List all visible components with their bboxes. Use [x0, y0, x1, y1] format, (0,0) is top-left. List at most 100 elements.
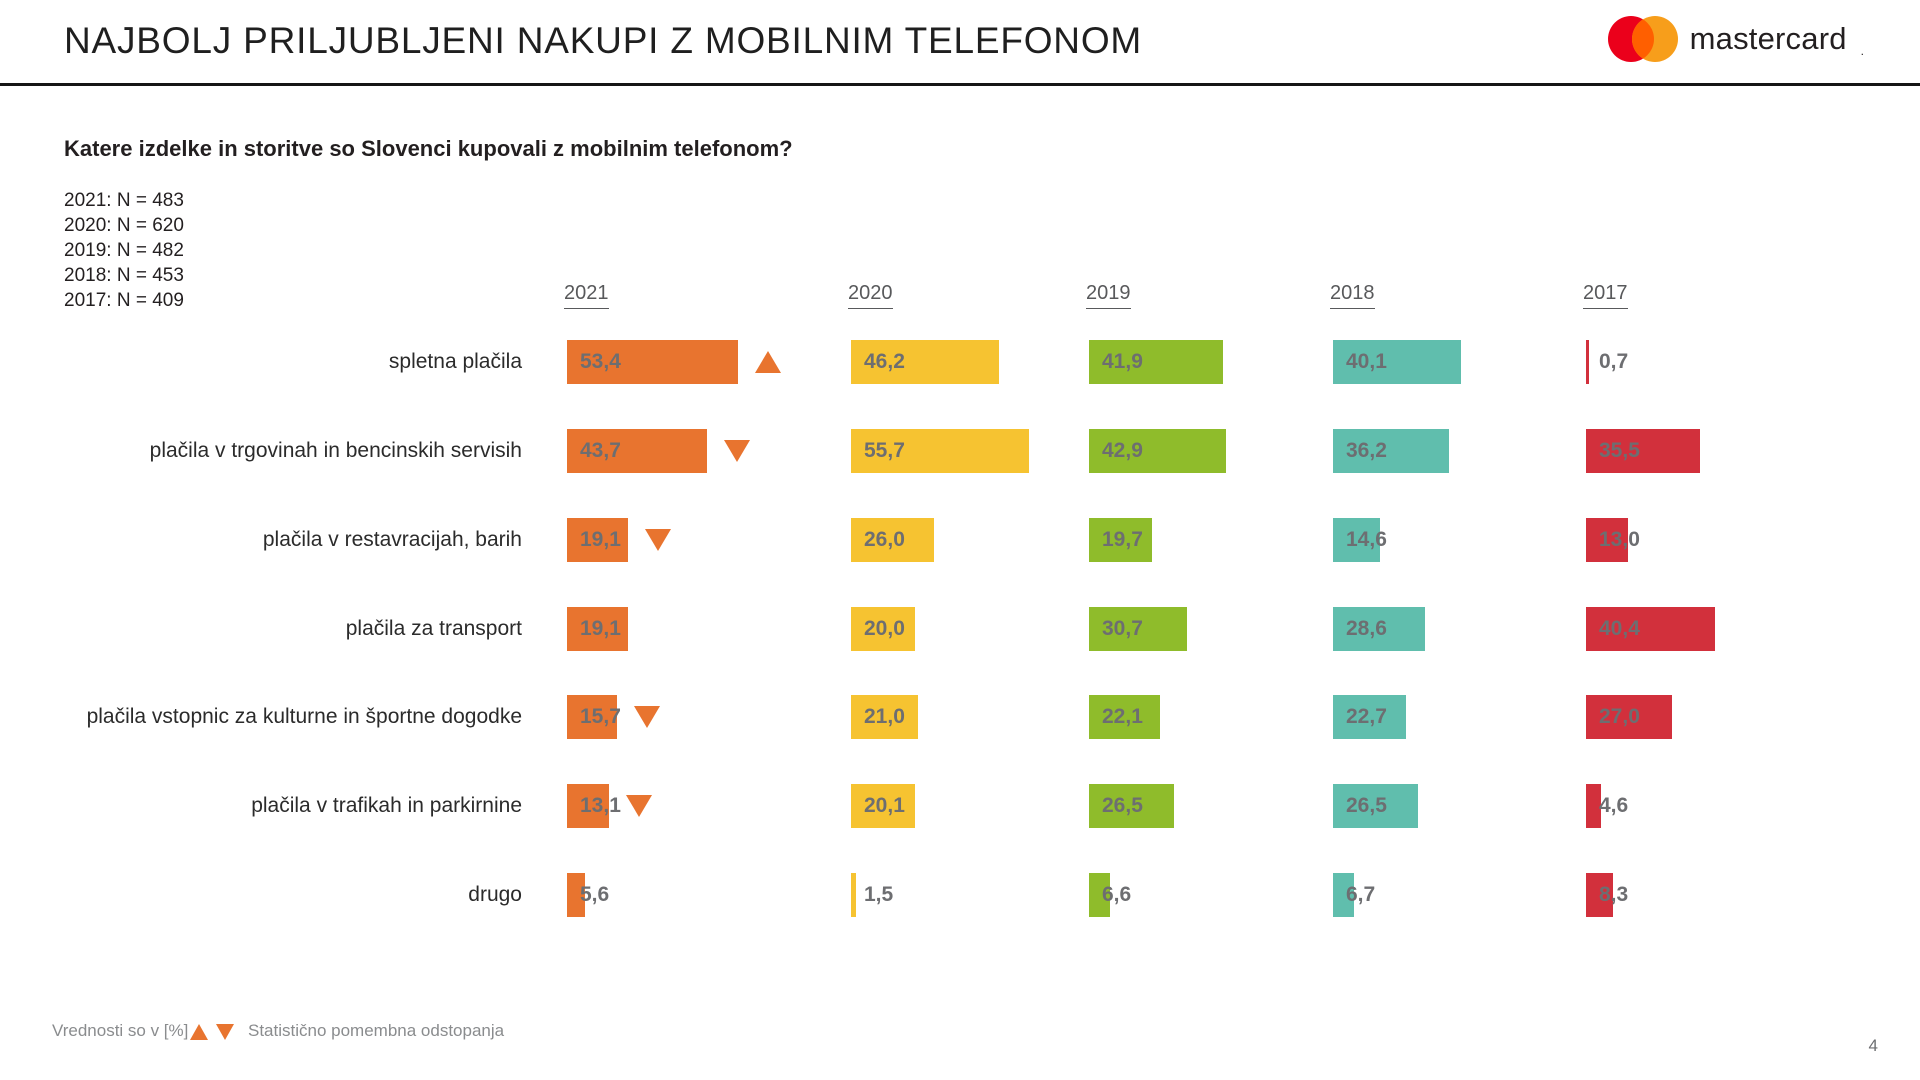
bar — [1333, 340, 1461, 384]
bar-value: 6,6 — [1102, 883, 1132, 906]
bar-value: 0,7 — [1599, 350, 1629, 373]
significance-legend: Statistično pomembna odstopanja — [248, 1021, 505, 1040]
mastercard-wordmark: mastercard — [1689, 21, 1847, 56]
bar-value: 28,6 — [1346, 617, 1387, 640]
down-arrow-icon — [216, 1024, 234, 1040]
mastercard-trademark-dot: . — [1860, 44, 1864, 58]
row-label: plačila za transport — [345, 617, 522, 640]
bar — [1333, 518, 1380, 562]
significance-down-arrow-icon — [724, 440, 750, 462]
bar — [1089, 784, 1174, 828]
bar-value: 5,6 — [580, 883, 610, 906]
bar-value: 26,5 — [1102, 794, 1143, 817]
chart-question: Katere izdelke in storitve so Slovenci k… — [64, 136, 793, 161]
sample-size-2020: 2020: N = 620 — [64, 215, 184, 236]
bar-value: 41,9 — [1102, 350, 1143, 373]
bar-value: 6,7 — [1346, 883, 1376, 906]
bar — [1586, 695, 1672, 739]
significance-down-arrow-icon — [645, 529, 671, 551]
year-header-2021: 2021 — [564, 282, 609, 309]
bar-value: 26,5 — [1346, 794, 1387, 817]
significance-down-arrow-icon — [634, 706, 660, 728]
bar — [851, 873, 856, 917]
bar-value: 14,6 — [1346, 528, 1387, 551]
year-header-2020: 2020 — [848, 282, 893, 309]
page-number: 4 — [1868, 1036, 1878, 1055]
bar-value: 21,0 — [864, 705, 905, 728]
bar-value: 22,1 — [1102, 705, 1143, 728]
bar-value: 1,5 — [864, 883, 894, 906]
year-header-2017: 2017 — [1583, 282, 1628, 309]
mastercard-logo: mastercard . — [1607, 16, 1864, 62]
bar — [1586, 784, 1601, 828]
bar-value: 13,0 — [1599, 528, 1640, 551]
sample-size-2021: 2021: N = 483 — [64, 190, 184, 211]
bar-value: 26,0 — [864, 528, 905, 551]
bar — [851, 340, 999, 384]
sample-size-2017: 2017: N = 409 — [64, 290, 184, 311]
bar — [567, 340, 738, 384]
bar — [1089, 518, 1152, 562]
row-label: plačila v restavracijah, barih — [262, 528, 522, 551]
row-label: plačila v trgovinah in bencinskih servis… — [149, 439, 522, 462]
bar — [851, 518, 934, 562]
bar-value: 55,7 — [864, 439, 905, 462]
bar-value: 19,7 — [1102, 528, 1143, 551]
bar — [1586, 340, 1589, 384]
bar — [1089, 429, 1226, 473]
bar — [567, 784, 609, 828]
significance-up-arrow-icon — [755, 351, 781, 373]
row-label: spletna plačila — [388, 350, 522, 373]
bar — [1586, 873, 1613, 917]
bar-value: 30,7 — [1102, 617, 1143, 640]
mastercard-circles-icon — [1607, 16, 1678, 62]
bar — [1089, 340, 1223, 384]
bar — [1586, 429, 1700, 473]
bar-value: 19,1 — [580, 528, 621, 551]
header-divider — [0, 83, 1920, 86]
bar-value: 46,2 — [864, 350, 905, 373]
bar — [567, 873, 585, 917]
significance-down-arrow-icon — [626, 795, 652, 817]
bar — [1333, 429, 1449, 473]
bar-value: 40,4 — [1599, 617, 1640, 640]
bar — [1089, 607, 1187, 651]
up-arrow-icon — [190, 1024, 208, 1040]
year-header-2018: 2018 — [1330, 282, 1375, 309]
bar-value: 35,5 — [1599, 439, 1640, 462]
bar — [567, 607, 628, 651]
bar-value: 36,2 — [1346, 439, 1387, 462]
sample-sizes: 2021: N = 483 2020: N = 620 2019: N = 48… — [64, 188, 184, 313]
bar — [1333, 607, 1425, 651]
bar — [1333, 873, 1354, 917]
bar-value: 8,3 — [1599, 883, 1629, 906]
bar — [1089, 695, 1160, 739]
bar-value: 22,7 — [1346, 705, 1387, 728]
row-label: plačila v trafikah in parkirnine — [251, 794, 522, 817]
bar — [851, 695, 918, 739]
bar — [567, 518, 628, 562]
bar-value: 20,0 — [864, 617, 905, 640]
row-label: plačila vstopnic za kulturne in športne … — [86, 705, 522, 728]
bar-value: 20,1 — [864, 794, 905, 817]
page-title: NAJBOLJ PRILJUBLJENI NAKUPI Z MOBILNIM T… — [64, 20, 1143, 61]
bar — [1333, 695, 1406, 739]
bar-value: 15,7 — [580, 705, 621, 728]
bar — [567, 429, 707, 473]
bar — [1089, 873, 1110, 917]
bar-value: 19,1 — [580, 617, 621, 640]
bar-value: 40,1 — [1346, 350, 1387, 373]
values-note: Vrednosti so v [%] — [52, 1021, 189, 1040]
sample-size-2019: 2019: N = 482 — [64, 240, 184, 261]
year-header-2019: 2019 — [1086, 282, 1131, 309]
bar-value: 4,6 — [1599, 794, 1629, 817]
bar — [851, 607, 915, 651]
bar-value: 43,7 — [580, 439, 621, 462]
bar — [1586, 518, 1628, 562]
bar — [567, 695, 617, 739]
bar — [1333, 784, 1418, 828]
bar-value: 42,9 — [1102, 439, 1143, 462]
row-label: drugo — [468, 883, 522, 906]
